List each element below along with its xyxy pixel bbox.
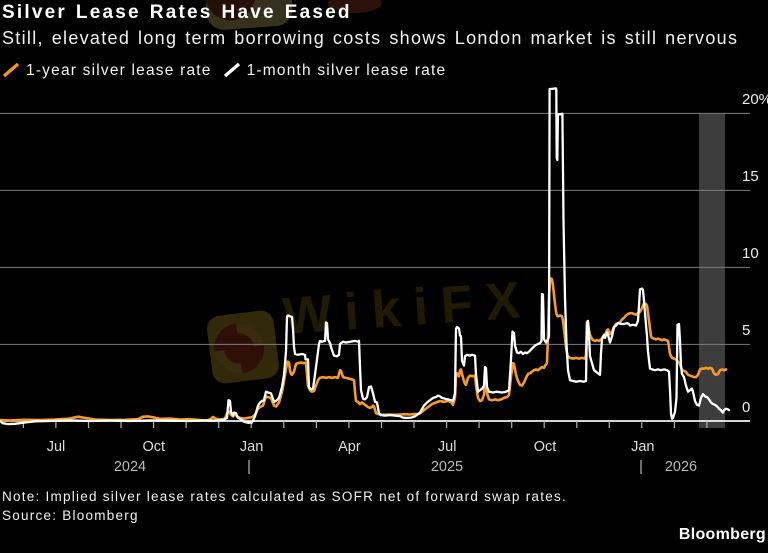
svg-text:15: 15: [742, 168, 759, 185]
svg-text:Jul: Jul: [438, 439, 457, 455]
svg-text:Jan: Jan: [631, 439, 654, 455]
svg-text:Apr: Apr: [338, 439, 361, 455]
svg-text:10: 10: [742, 245, 759, 262]
svg-text:20%: 20%: [742, 91, 768, 108]
svg-text:Jan: Jan: [240, 439, 263, 455]
svg-text:2026: 2026: [665, 459, 697, 475]
svg-text:2024: 2024: [114, 459, 146, 475]
svg-text:Oct: Oct: [143, 439, 166, 455]
svg-text:2025: 2025: [431, 459, 463, 475]
svg-text:|: |: [247, 459, 251, 475]
svg-text:0: 0: [742, 399, 750, 416]
svg-text:Jul: Jul: [47, 439, 66, 455]
svg-text:5: 5: [742, 322, 750, 339]
svg-text:WikiFX: WikiFX: [281, 271, 535, 346]
svg-text:Oct: Oct: [534, 439, 557, 455]
svg-text:|: |: [639, 459, 643, 475]
